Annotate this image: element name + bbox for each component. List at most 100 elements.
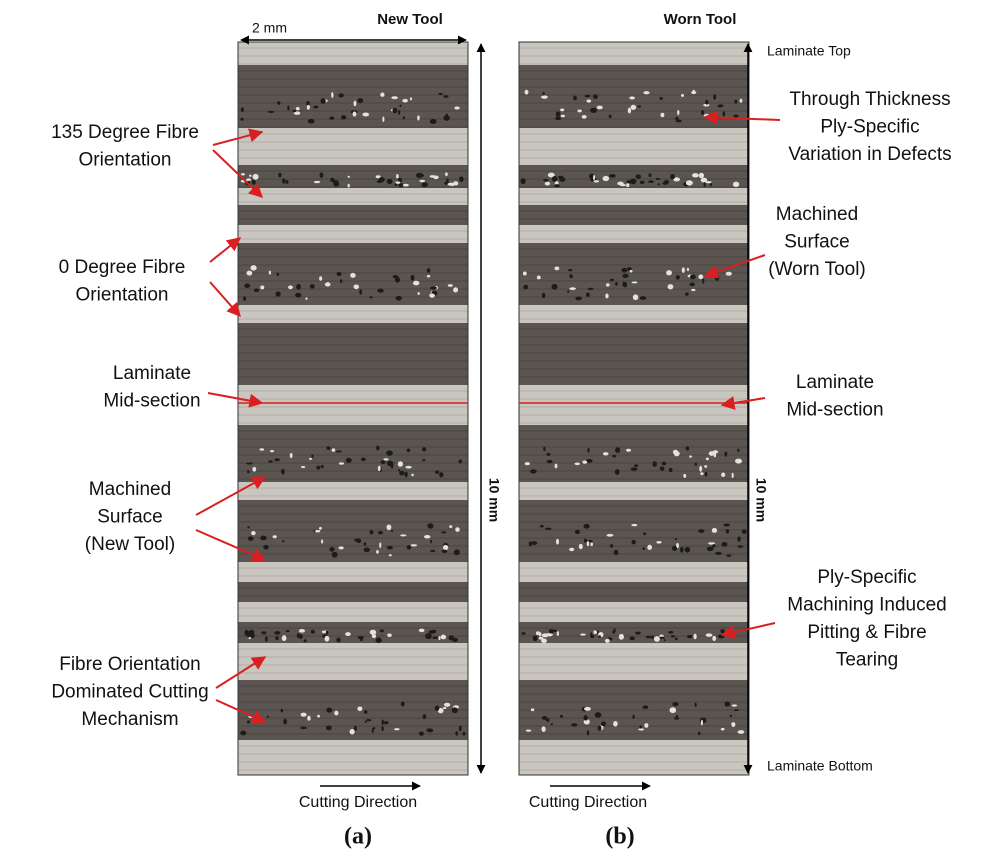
pit [638,728,644,730]
pit [692,173,699,177]
pit [314,181,320,183]
pit [304,639,307,642]
pit [391,96,397,99]
pit [427,275,431,277]
pit [648,180,654,183]
pit [603,452,609,455]
pit [700,472,703,475]
pit [672,546,677,551]
pit [329,116,334,119]
annotation-line: Laminate [113,363,191,384]
pit [675,637,678,640]
pit [694,463,697,466]
pit [307,105,310,110]
pit [240,731,246,736]
pit [582,115,587,119]
pit [419,180,425,183]
pit [666,270,672,275]
pit [379,542,381,548]
pit [706,633,713,636]
pit [282,540,285,542]
annotation-line: Mechanism [81,709,178,730]
pit [674,717,679,720]
pit [426,728,433,731]
pit [630,270,633,273]
pit [407,448,410,452]
annotation-line: Machining Induced [787,595,947,616]
pit [656,178,660,180]
pit [639,725,642,728]
pit [543,92,545,96]
pit [336,450,342,452]
pit [626,183,629,187]
pit [670,174,675,179]
pit [394,728,399,730]
pit [398,461,403,467]
pit [525,90,529,95]
pit [253,174,259,180]
pit [449,525,452,528]
pit [632,715,634,719]
pit [521,632,525,635]
pit [567,290,569,292]
pit [376,550,379,554]
pit [430,540,432,543]
pit [626,449,631,452]
pit [331,92,333,98]
pit [615,447,620,453]
figure: 2 mm New Tool 10 mm Cutting Direction (a… [0,0,986,854]
pit [554,266,559,270]
pit [705,181,711,183]
pit [241,173,245,175]
pit [601,722,606,726]
pit [370,530,374,534]
pit [422,447,426,451]
pit [396,296,402,301]
pit [582,461,587,464]
pit [712,528,717,533]
ply-band [238,425,468,482]
ply-band [238,225,468,243]
pit [311,630,315,634]
pit [387,461,393,467]
pit [584,539,587,543]
pit [575,296,582,300]
pit [353,101,356,107]
pit [646,636,652,638]
pit [685,547,690,553]
pit [276,291,281,296]
pit [651,635,654,639]
pit [704,465,707,468]
pit [712,544,715,547]
pit [644,723,648,728]
pit [531,708,535,711]
annotation-line: Surface [784,232,849,253]
pit [339,93,344,97]
pit [605,294,608,299]
pit [292,110,296,112]
pit [612,631,615,634]
pit [341,115,346,120]
pit [443,95,448,98]
pit [249,175,251,177]
pit [376,637,382,643]
pit [584,707,591,711]
top-label: Laminate Top [767,43,851,59]
pit [606,534,613,537]
panel-header: Worn Tool [664,11,737,28]
pit [382,116,384,122]
pit [642,705,648,709]
pit [455,527,460,532]
pit [295,293,301,298]
pit [569,287,576,290]
pit [699,173,704,178]
pit [283,719,287,725]
pit [333,182,339,187]
pit [339,462,344,464]
pit [275,636,279,640]
pit [595,712,602,718]
pit [723,111,726,117]
pit [619,634,624,640]
pit [248,536,253,540]
pit [539,632,542,636]
